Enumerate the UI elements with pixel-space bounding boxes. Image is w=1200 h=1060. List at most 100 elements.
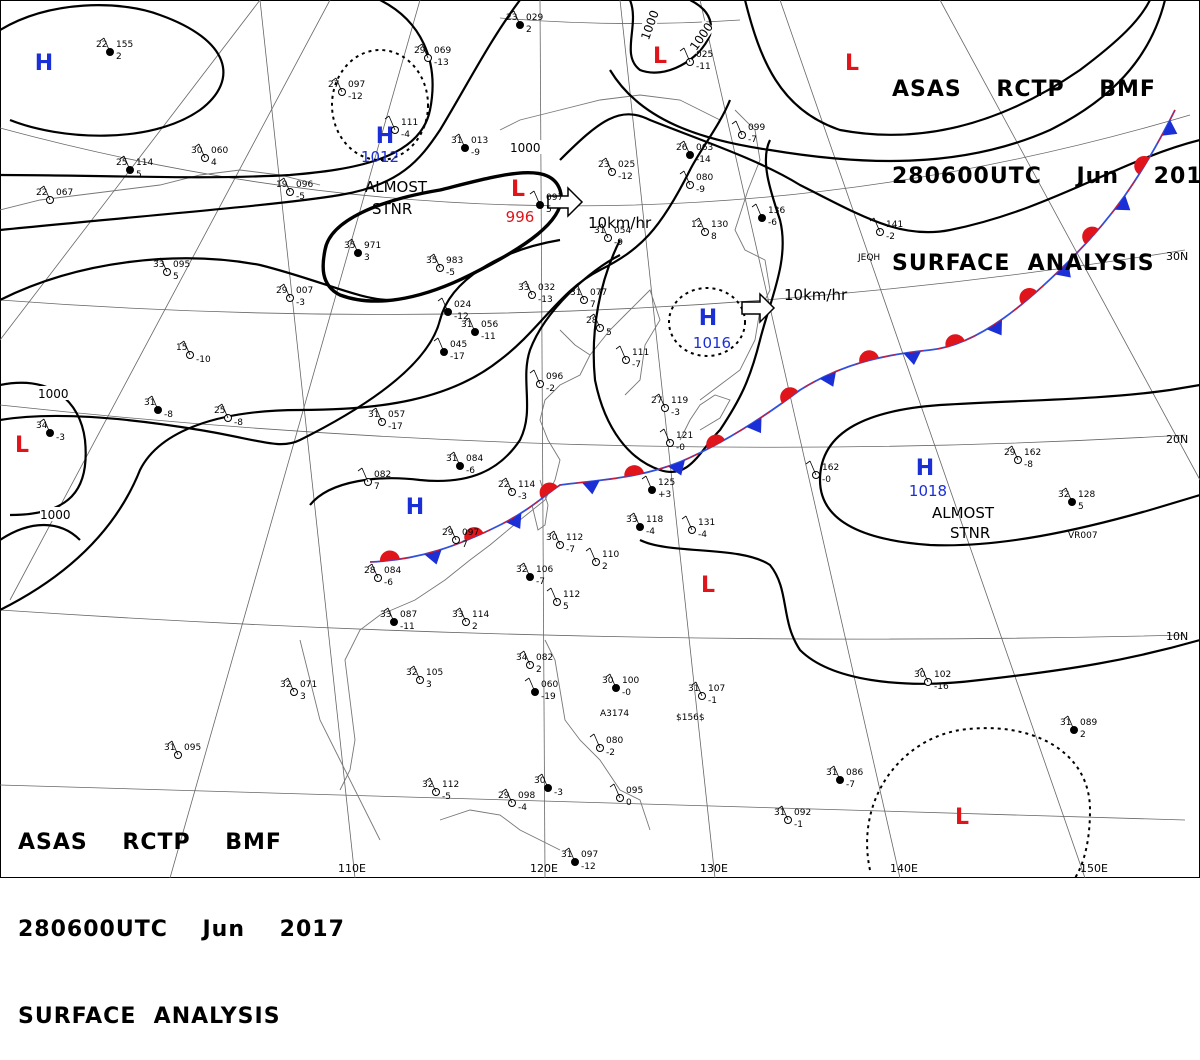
station-pressure-tendency: -0 [622,688,631,698]
station-temperature: 34 [516,653,528,663]
station-plot: 33 114 2 [452,607,489,632]
wind-barb [777,805,789,821]
cold-front-triangle [581,480,600,495]
station-plot: 31 097 -12 [561,847,598,872]
station-pressure: 082 [536,653,553,663]
station-pressure-tendency: 2 [472,622,478,632]
station-temperature: 22 [96,40,107,50]
cold-front-triangle [1114,195,1131,211]
station-pressure-tendency: 7 [590,300,596,310]
station-pressure: 141 [886,220,903,230]
station-pressure-tendency: -7 [566,545,575,555]
station-temperature: 32 [280,680,291,690]
wind-barb [549,530,561,546]
wind-barb [509,10,521,26]
station-plot: 080-9 [679,170,713,195]
coast-korea [589,289,661,396]
station-pressure: 971 [364,241,381,251]
station-plot: 33 095 5 [153,257,190,282]
wind-barb [615,345,627,361]
wind-barb [449,451,461,467]
station-pressure: 098 [518,791,535,801]
cold-front-triangle [746,417,762,434]
station-temperature: 30 [602,676,614,686]
station-pressure: 057 [388,410,405,420]
high-center-nw: H [376,124,394,149]
station-pressure-tendency: -2 [546,384,555,394]
cold-front-triangle [819,371,837,387]
station-pressure: 131 [698,518,715,528]
isobar-korea [592,139,784,473]
station-pressure: 112 [563,590,580,600]
wind-barb [429,253,441,269]
wind-barb [347,238,359,254]
station-pressure-tendency: -7 [846,780,855,790]
central-pressures: 1012 996 1016 1018 [361,148,947,500]
station-pressure-tendency: 5 [173,272,179,282]
isobar-top-right-inner [743,0,1151,136]
label-bg [40,507,70,521]
cold-front-triangle [986,319,1002,336]
station-plot: 080-2 [589,733,623,758]
wind-barb [679,170,691,186]
station-pressure-tendency: -12 [581,862,596,872]
pressure-japan-high: 1016 [693,334,731,352]
station-temperature: 33 [518,283,529,293]
station-pressure: 007 [296,286,313,296]
cold-front-triangle [668,460,685,476]
station-plot: 31 013 -9 [451,133,488,158]
station-pressure-tendency: -0 [822,475,831,485]
coast-philippines [544,639,651,831]
station-pressure: 114 [136,158,153,168]
station-temperature: 22 [498,480,509,490]
station-pressure-tendency: -2 [606,748,615,758]
station-pressure-tendency: -6 [384,578,393,588]
station-temperature: 29 [498,791,510,801]
station-pressure: 136 [768,206,785,216]
station-pressure: 097 [348,80,365,90]
station-pressure-tendency: 7 [374,482,380,492]
station-plot: 28 5 [586,313,612,338]
station-temperature: 33 [452,610,463,620]
station-pressure: 063 [696,143,713,153]
header-bottom-line2: 280600UTC Jun 2017 [18,917,345,942]
station-plot: 131-4 [681,515,715,540]
station-temperature: 31 [1060,718,1071,728]
station-plot: 31 077 7 [570,285,607,310]
pressure-nw-high: 1012 [361,148,399,166]
station-pressure: 107 [708,684,725,694]
station-plot: 125+3 [641,475,675,500]
stnr-label-pacific: STNR [950,524,990,542]
station-plot: 136-6 [751,203,785,228]
station-pressure: 118 [646,515,663,525]
isobar-label-west-a: 1000 [38,387,69,401]
wind-barb [573,285,585,301]
station-pressure-tendency: -12 [454,312,469,322]
station-pressure-tendency: -17 [388,422,403,432]
station-pressure-tendency: -5 [296,192,305,202]
station-pressure-tendency: -3 [56,433,65,443]
station-plot: 30 060 4 [191,143,228,168]
station-pressure: 045 [450,340,467,350]
station-temperature: 29 [276,286,288,296]
lon-label-110e: 110E [338,862,366,875]
station-id-a3174: A3174 [600,709,629,719]
header-top-line1: ASAS RCTP BMF [892,77,1156,102]
annotations: ALMOST STNR ALMOST STNR 10km/hr 10km/hr [365,178,995,542]
wind-barb [589,313,601,329]
station-pressure-tendency: -8 [164,410,173,420]
wind-barb [464,317,476,333]
stnr-label: STNR [372,200,412,218]
high-center-japan: H [699,306,717,331]
station-plot: 30 112 -7 [546,530,583,555]
wind-barb [601,157,613,173]
coast-kyushu [679,394,731,441]
lon-line-90e [9,0,331,601]
station-pressure: 095 [626,786,643,796]
wind-barb [437,297,449,313]
speed-label-low: 10km/hr [588,214,652,232]
station-pressure: 092 [794,808,811,818]
wind-barb [609,783,621,799]
